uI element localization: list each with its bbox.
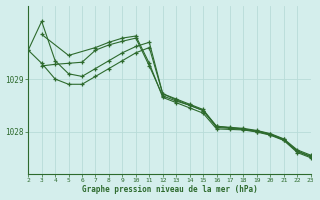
X-axis label: Graphe pression niveau de la mer (hPa): Graphe pression niveau de la mer (hPa) xyxy=(82,185,257,194)
